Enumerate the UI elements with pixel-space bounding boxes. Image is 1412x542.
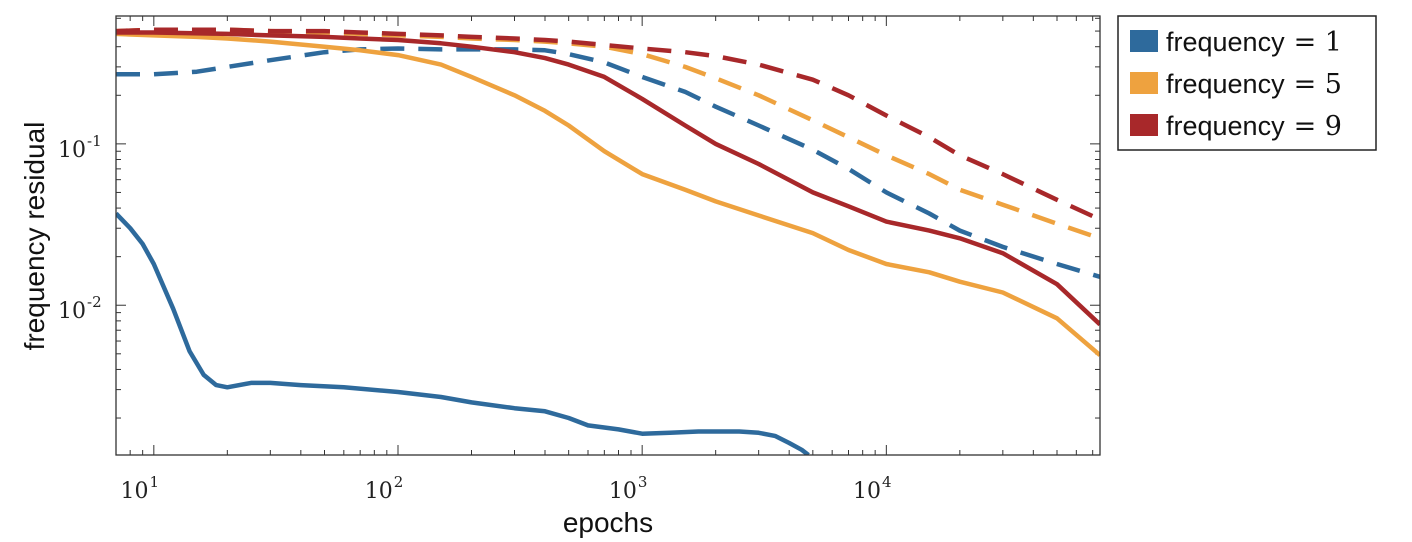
legend-label: frequency = 5: [1166, 69, 1342, 100]
y-tick-label: 10-1: [58, 132, 102, 163]
x-tick-exponent: 4: [882, 473, 892, 491]
x-tick-base: 10: [365, 479, 393, 504]
y-tick-base: 10: [58, 138, 86, 163]
legend-swatch: [1130, 114, 1158, 136]
x-tick-label: 103: [609, 473, 648, 504]
x-tick-label: 104: [853, 473, 892, 504]
y-tick-labels: 10-110-2: [58, 132, 102, 324]
legend-series-value: = 5: [1294, 69, 1342, 100]
legend-label: frequency = 9: [1166, 111, 1342, 142]
x-tick-exponent: 3: [638, 473, 648, 491]
y-tick-label: 10-2: [58, 293, 102, 324]
y-tick-exponent: -1: [87, 132, 102, 150]
x-tick-base: 10: [121, 479, 149, 504]
legend-series-name: frequency: [1166, 27, 1285, 57]
series-line-2-solid: [116, 31, 1100, 357]
legend-series-name: frequency: [1166, 111, 1285, 141]
plot-frame: [115, 15, 1101, 456]
legend-series-name: frequency: [1166, 69, 1285, 99]
x-tick-base: 10: [609, 479, 637, 504]
series-line-1-solid: [116, 211, 810, 455]
y-tick-exponent: -2: [87, 293, 102, 311]
x-tick-exponent: 2: [394, 473, 404, 491]
legend-series-value: = 1: [1294, 27, 1342, 58]
x-tick-base: 10: [853, 479, 881, 504]
legend: frequency = 1 frequency = 5 frequency = 9: [1117, 15, 1377, 151]
x-tick-exponent: 1: [150, 473, 160, 491]
x-axis-title: epochs: [563, 507, 653, 538]
y-tick-base: 10: [58, 299, 86, 324]
y-axis-title: frequency residual: [19, 122, 50, 351]
series-line-1-dashed: [116, 46, 1100, 279]
legend-swatch: [1130, 72, 1158, 94]
legend-box: [1117, 15, 1377, 151]
x-tick-label: 102: [365, 473, 404, 504]
series-line-3-dashed: [116, 27, 1100, 222]
series-line-3-solid: [116, 30, 1100, 327]
legend-series-value: = 9: [1294, 111, 1342, 142]
x-tick-labels: 101 102 103 104: [121, 473, 892, 504]
x-tick-label: 101: [121, 473, 160, 504]
series-group: [116, 27, 1100, 455]
legend-label: frequency = 1: [1166, 27, 1342, 58]
legend-swatch: [1130, 30, 1158, 52]
